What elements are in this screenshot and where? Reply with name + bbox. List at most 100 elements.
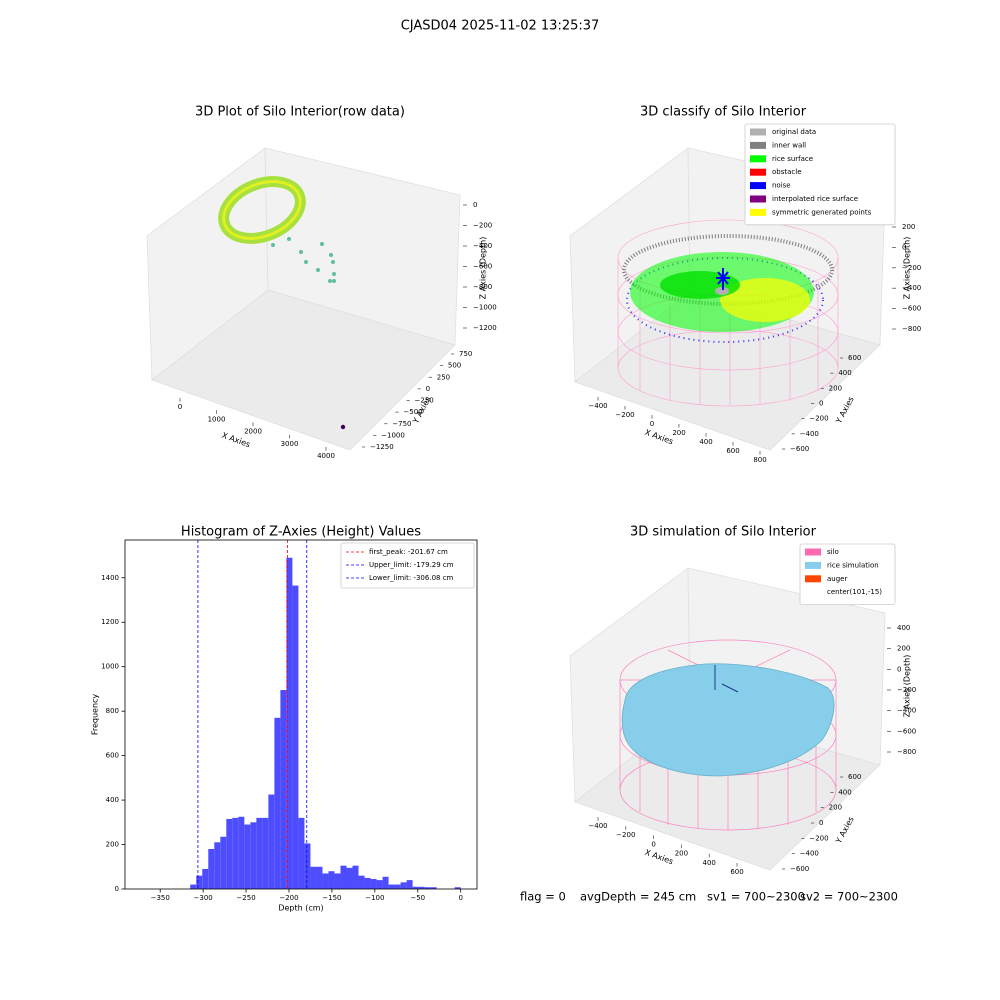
x-tick-label: 0 (651, 840, 655, 848)
legend-swatch (805, 548, 821, 556)
legend-swatch (750, 141, 766, 149)
z-tick-label: −800 (902, 325, 921, 333)
x-axis-label: X Axies (644, 848, 675, 867)
bar (418, 886, 425, 889)
bar (340, 865, 347, 889)
y-tick-label: 600 (106, 752, 119, 760)
y-tick-label: 750 (459, 350, 472, 358)
legend: silo rice simulation auger center(101,-15) (799, 543, 896, 605)
z-axis-label: Z Axies (Depth) (903, 237, 912, 300)
legend-swatch (750, 155, 766, 163)
bar (316, 866, 323, 889)
legend-label: rice simulation (827, 561, 879, 569)
status-text: flag = 0 (520, 890, 566, 904)
legend-box (340, 542, 475, 589)
z-axis-label: Z Axies (Depth) (479, 237, 488, 300)
pane-group (569, 147, 886, 451)
inner-wall (622, 234, 834, 306)
y-tick-label: −600 (790, 445, 809, 453)
status-text: avgDepth = 245 cm (580, 890, 696, 904)
z-tick-label: 200 (902, 223, 915, 231)
x-tick-label: 4000 (317, 452, 335, 460)
bar (262, 817, 269, 889)
legend-swatch (750, 128, 766, 136)
z-tick-label: −1000 (473, 304, 497, 312)
legend-swatch (805, 575, 821, 583)
bar (232, 817, 239, 889)
z-tick-label: −600 (902, 305, 921, 313)
z-tick-label: −800 (473, 283, 492, 291)
legend-label: interpolated rice surface (772, 195, 858, 203)
bar (352, 865, 359, 889)
z-tick-label: 0 (902, 243, 906, 251)
x-tick-label: −150 (322, 894, 341, 902)
y-tick-label: −200 (809, 415, 828, 423)
legend-label: original data (772, 128, 816, 136)
y-tick-label: −1250 (370, 443, 394, 451)
y-tick-label: 500 (448, 362, 461, 370)
legend-label: noise (772, 182, 791, 190)
plot-frame (124, 539, 478, 890)
x-tick-label: 400 (699, 438, 712, 446)
y-axis-label: Frequency (91, 694, 100, 736)
bar (370, 878, 377, 889)
x-tick-label: 400 (703, 859, 716, 867)
legend-box (799, 543, 896, 605)
y-tick-label: −1000 (381, 431, 405, 439)
y-tick-label: −600 (790, 865, 809, 873)
z-tick-label: 0 (473, 201, 477, 209)
y-tick-label: −250 (415, 397, 434, 405)
status-text: sv1 = 700~2300 (707, 890, 805, 904)
pane (574, 291, 881, 451)
y-tick-label: 600 (848, 773, 861, 781)
bar (292, 585, 299, 889)
x-axis-label: Depth (cm) (278, 904, 323, 913)
bar (244, 824, 251, 889)
bar (190, 884, 197, 889)
x-tick-label: −400 (588, 402, 607, 410)
x-tick-label: −400 (588, 822, 607, 830)
bar (424, 887, 431, 889)
y-tick-label: 200 (106, 841, 119, 849)
y-tick-label: 0 (115, 885, 119, 893)
chart-title: 3D classify of Silo Interior (640, 105, 807, 120)
bar (394, 884, 401, 889)
x-tick-label: 3000 (281, 440, 299, 448)
bar (388, 884, 395, 889)
original-data (715, 287, 729, 295)
bar (382, 876, 389, 889)
z-tick-label: −800 (897, 748, 916, 756)
x-tick-label: 200 (672, 429, 685, 437)
x-tick-label: 1000 (208, 415, 226, 423)
bar (346, 867, 353, 889)
chart-title: 3D Plot of Silo Interior(row data) (195, 105, 405, 120)
legend-label: first_peak: -201.67 cm (369, 548, 448, 556)
symmetric-points (720, 278, 810, 322)
y-axis-label: Y Axies (834, 395, 856, 426)
z-tick-label: −200 (902, 264, 921, 272)
y-tick-label: −500 (403, 408, 422, 416)
x-tick-label: 200 (675, 850, 688, 858)
z-tick-label: 200 (897, 645, 910, 653)
x-tick-label: −50 (410, 894, 425, 902)
legend-label: rice surface (772, 155, 813, 163)
z-tick-label: −400 (902, 284, 921, 292)
legend: original data inner wall rice surface obsta… (744, 123, 896, 226)
z-tick-label: −600 (473, 263, 492, 271)
y-tick-label: 400 (838, 788, 851, 796)
y-tick-label: 200 (829, 804, 842, 812)
legend: first_peak: -201.67 cm Upper_limit: -179.… (340, 542, 475, 589)
legend-label: auger (827, 575, 847, 583)
z-axis-label: Z Axies (Depth) (903, 655, 912, 718)
status-text: sv2 = 700~2300 (800, 890, 898, 904)
y-tick-label: 0 (819, 819, 823, 827)
z-tick-label: 0 (897, 665, 901, 673)
rice-simulation (621, 663, 835, 777)
legend-label: obstacle (772, 168, 802, 176)
chart-title: Histogram of Z-Axies (Height) Values (181, 525, 421, 540)
bar (208, 848, 215, 889)
legend-label: inner wall (772, 141, 806, 149)
y-tick-label: 800 (106, 707, 119, 715)
z-tick-label: 400 (897, 624, 910, 632)
